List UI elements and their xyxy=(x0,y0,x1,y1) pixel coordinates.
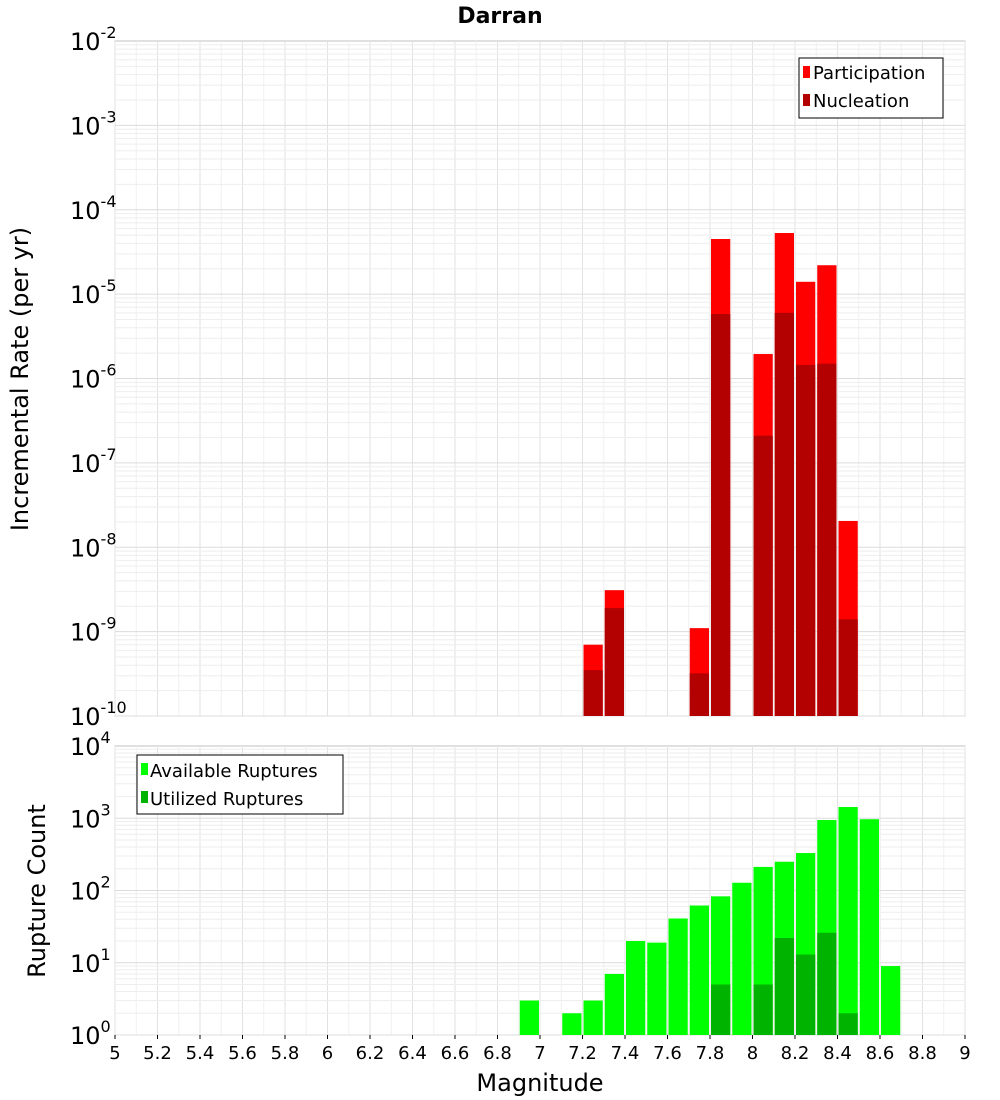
bar-nucleation xyxy=(774,312,794,716)
count-bars xyxy=(519,807,901,1035)
x-tick-label: 8.4 xyxy=(823,1043,852,1064)
bar-available-ruptures xyxy=(604,973,624,1035)
rate-y-axis-label: Incremental Rate (per yr) xyxy=(6,227,34,531)
x-tick-label: 5.6 xyxy=(228,1043,257,1064)
y-tick-label: 10-6 xyxy=(70,361,117,394)
x-axis-label: Magnitude xyxy=(476,1069,603,1097)
rate-legend: Participation Nucleation xyxy=(798,57,944,119)
bar-nucleation xyxy=(604,608,624,716)
y-tick-label: 104 xyxy=(70,728,111,761)
x-tick-label: 6.6 xyxy=(441,1043,470,1064)
bar-available-ruptures xyxy=(626,941,646,1035)
bar-nucleation xyxy=(689,673,709,716)
x-tick-label: 8.8 xyxy=(908,1043,937,1064)
legend-swatch-nucleation xyxy=(803,94,810,106)
rate-y-ticks: 10-10 10-9 10-8 10-7 10-6 10-5 10-4 10-3 10-2 xyxy=(70,23,127,731)
count-y-axis-label: Rupture Count xyxy=(23,804,51,978)
y-tick-label: 10-8 xyxy=(70,529,117,562)
x-tick-label: 8.2 xyxy=(781,1043,810,1064)
rate-legend-box xyxy=(798,57,944,119)
bar-available-ruptures xyxy=(562,1013,582,1035)
x-tick-label: 6.4 xyxy=(398,1043,427,1064)
x-tick-label: 7.2 xyxy=(568,1043,597,1064)
x-tick-label: 8.6 xyxy=(866,1043,895,1064)
bar-nucleation xyxy=(817,363,837,716)
count-legend-box xyxy=(136,754,344,815)
bar-utilized-ruptures xyxy=(817,932,837,1035)
y-tick-label: 101 xyxy=(70,945,111,978)
bar-utilized-ruptures xyxy=(796,954,816,1035)
bar-available-ruptures xyxy=(689,905,709,1035)
y-tick-label: 10-7 xyxy=(70,445,117,478)
x-tick-label: 5 xyxy=(109,1043,120,1064)
y-tick-label: 103 xyxy=(70,800,111,833)
y-tick-label: 10-5 xyxy=(70,276,117,309)
rate-panel: 10-10 10-9 10-8 10-7 10-6 10-5 10-4 10-3 10-2 In… xyxy=(6,23,966,731)
x-tick-label: 9 xyxy=(959,1043,970,1064)
x-tick-label: 6 xyxy=(322,1043,333,1064)
bar-available-ruptures xyxy=(732,882,752,1035)
bar-utilized-ruptures xyxy=(838,1013,858,1035)
count-legend: Available Ruptures Utilized Ruptures xyxy=(136,754,344,815)
bar-nucleation xyxy=(583,670,603,716)
rate-grid xyxy=(114,41,966,717)
y-tick-label: 100 xyxy=(70,1017,111,1050)
bar-available-ruptures xyxy=(881,966,901,1035)
legend-swatch-available xyxy=(141,763,148,775)
x-tick-label: 7.8 xyxy=(696,1043,725,1064)
chart-title: Darran xyxy=(457,4,542,29)
x-tick-label: 6.2 xyxy=(356,1043,385,1064)
y-tick-label: 10-3 xyxy=(70,107,117,140)
bar-available-ruptures xyxy=(859,819,879,1035)
x-tick-label: 8 xyxy=(747,1043,758,1064)
y-tick-label: 10-10 xyxy=(70,698,127,731)
bar-utilized-ruptures xyxy=(753,984,773,1035)
x-tick-label: 7.6 xyxy=(653,1043,682,1064)
rate-bars xyxy=(583,233,858,716)
bar-nucleation xyxy=(796,364,816,716)
count-panel: 100 101 102 103 104 5 5.2 5.4 5.6 5.8 6 6.2 6.4 6.6 6… xyxy=(23,728,971,1097)
x-tick-label: 5.2 xyxy=(143,1043,172,1064)
y-tick-label: 102 xyxy=(70,873,111,906)
bar-utilized-ruptures xyxy=(774,938,794,1035)
legend-swatch-participation xyxy=(803,66,810,78)
legend-label-participation: Participation xyxy=(813,63,925,84)
x-tick-label: 7 xyxy=(534,1043,545,1064)
legend-label-utilized: Utilized Ruptures xyxy=(150,789,303,810)
bar-nucleation xyxy=(838,619,858,716)
x-tick-label: 5.8 xyxy=(271,1043,300,1064)
bar-available-ruptures xyxy=(668,918,688,1035)
y-tick-label: 10-2 xyxy=(70,23,117,56)
x-tick-label: 5.4 xyxy=(186,1043,215,1064)
y-tick-label: 10-4 xyxy=(70,192,117,225)
bar-utilized-ruptures xyxy=(711,984,731,1035)
legend-label-available: Available Ruptures xyxy=(150,761,318,782)
bar-nucleation xyxy=(711,314,731,716)
legend-label-nucleation: Nucleation xyxy=(813,91,909,112)
bar-nucleation xyxy=(753,435,773,716)
y-tick-label: 10-9 xyxy=(70,614,117,647)
bar-available-ruptures xyxy=(647,942,667,1035)
x-tick-label: 7.4 xyxy=(611,1043,640,1064)
legend-swatch-utilized xyxy=(141,791,148,803)
count-y-ticks: 100 101 102 103 104 xyxy=(70,728,111,1050)
bar-available-ruptures xyxy=(583,1000,603,1035)
x-tick-label: 6.8 xyxy=(483,1043,512,1064)
bar-available-ruptures xyxy=(519,1000,539,1035)
x-ticks: 5 5.2 5.4 5.6 5.8 6 6.2 6.4 6.6 6.8 7 7.2 7.4 7.6 7.8 8… xyxy=(109,1035,971,1064)
bar-available-ruptures xyxy=(838,807,858,1035)
